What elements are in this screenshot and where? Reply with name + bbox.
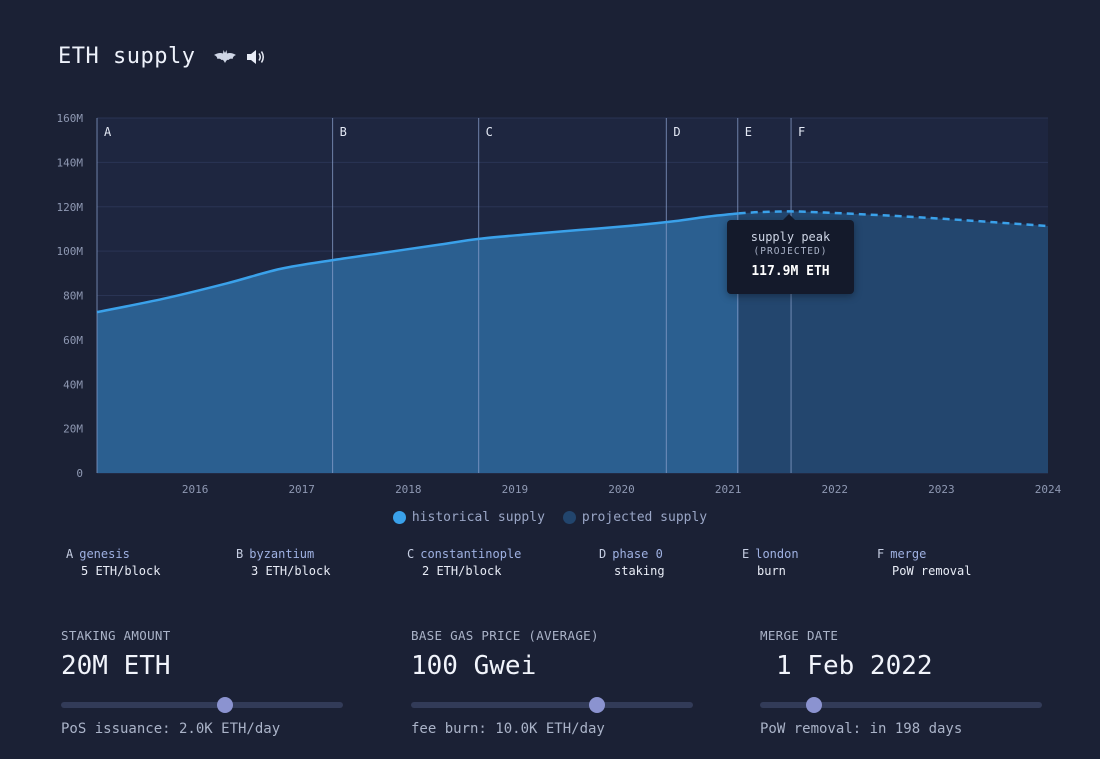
- tooltip-value: 117.9M ETH: [751, 264, 830, 279]
- historical-line: [96, 212, 739, 314]
- event-name: byzantium: [249, 547, 315, 561]
- legend-historical-swatch: [392, 511, 406, 524]
- legend-historical[interactable]: historical supply: [392, 510, 545, 525]
- event-desc: 2 ETH/block: [422, 564, 502, 578]
- event-marker-label: A: [104, 125, 112, 139]
- event-desc: staking: [614, 564, 665, 578]
- merge-value: 1 Feb 2022: [776, 651, 933, 681]
- event-desc: PoW removal: [892, 564, 972, 578]
- title-icons: [213, 48, 267, 66]
- tooltip-arrow: [783, 214, 795, 220]
- bat-icon: [214, 49, 237, 63]
- chart-legend: historical supply projected supply: [0, 510, 1100, 525]
- event-letter: F: [877, 547, 885, 561]
- x-tick-label: 2022: [822, 483, 849, 496]
- event-marker-label: E: [745, 125, 752, 139]
- legend-projected-swatch: [562, 511, 576, 524]
- event-name: constantinople: [420, 547, 522, 561]
- x-tick-label: 2023: [928, 483, 955, 496]
- y-tick-label: 160M: [57, 112, 84, 125]
- event-letter: D: [599, 547, 607, 561]
- gas-label: BASE GAS PRICE (AVERAGE): [411, 628, 599, 643]
- gas-value: 100 Gwei: [411, 651, 537, 681]
- gas-note: fee burn: 10.0K ETH/day: [411, 721, 605, 737]
- page-title-row: ETH supply: [58, 44, 267, 69]
- merge-slider[interactable]: [760, 697, 1042, 713]
- gas-slider[interactable]: [411, 697, 693, 713]
- gas-slider-thumb[interactable]: [589, 697, 606, 713]
- page-title: ETH supply: [58, 44, 196, 69]
- y-tick-label: 40M: [63, 378, 83, 391]
- event-marker-label: C: [486, 125, 493, 139]
- merge-slider-thumb[interactable]: [805, 697, 822, 713]
- staking-note: PoS issuance: 2.0K ETH/day: [61, 721, 281, 737]
- staking-slider[interactable]: [61, 697, 343, 713]
- staking-control: STAKING AMOUNT 20M ETH PoS issuance: 2.0…: [61, 628, 343, 737]
- gas-control: BASE GAS PRICE (AVERAGE) 100 Gwei fee bu…: [411, 628, 693, 737]
- event-letter: E: [742, 547, 750, 561]
- merge-note: PoW removal: in 198 days: [760, 721, 963, 737]
- projected-line: [738, 210, 1049, 228]
- event-name: phase 0: [612, 547, 663, 561]
- y-tick-label: 0: [76, 467, 83, 480]
- event-marker-label: B: [340, 125, 347, 139]
- event-marker-label: D: [673, 125, 680, 139]
- event-desc: burn: [757, 564, 786, 578]
- y-tick-label: 60M: [63, 334, 83, 347]
- x-tick-label: 2018: [395, 483, 422, 496]
- merge-label: MERGE DATE: [760, 628, 839, 643]
- event-desc: 3 ETH/block: [251, 564, 331, 578]
- gas-slider-track[interactable]: [411, 702, 693, 708]
- x-tick-label: 2024: [1035, 483, 1062, 496]
- event-marker-label: F: [798, 125, 805, 139]
- staking-value: 20M ETH: [61, 651, 171, 681]
- speaker-icon[interactable]: [245, 48, 267, 66]
- event-name: merge: [890, 547, 927, 561]
- event-name: genesis: [79, 547, 130, 561]
- merge-control: MERGE DATE 1 Feb 2022 PoW removal: in 19…: [760, 628, 1042, 737]
- event-name: london: [755, 547, 799, 561]
- y-tick-label: 100M: [57, 245, 84, 258]
- legend-historical-label: historical supply: [411, 510, 545, 525]
- x-tick-label: 2019: [502, 483, 529, 496]
- staking-slider-track[interactable]: [61, 702, 343, 708]
- y-tick-label: 80M: [63, 290, 83, 303]
- staking-label: STAKING AMOUNT: [61, 628, 171, 643]
- x-tick-label: 2017: [288, 483, 315, 496]
- event-desc: 5 ETH/block: [81, 564, 161, 578]
- event-letter: A: [66, 547, 74, 561]
- x-tick-label: 2020: [608, 483, 635, 496]
- event-letter: B: [236, 547, 244, 561]
- tooltip-subtitle: (PROJECTED): [753, 246, 828, 257]
- y-tick-label: 120M: [57, 201, 84, 214]
- legend-projected[interactable]: projected supply: [562, 510, 708, 525]
- staking-slider-thumb[interactable]: [216, 697, 233, 713]
- y-tick-label: 20M: [63, 423, 83, 436]
- x-tick-label: 2016: [182, 483, 209, 496]
- y-tick-label: 140M: [57, 156, 84, 169]
- x-tick-label: 2021: [715, 483, 742, 496]
- legend-projected-label: projected supply: [581, 510, 708, 525]
- historical-area: [97, 213, 739, 473]
- event-letter: C: [407, 547, 415, 561]
- tooltip-title: supply peak: [750, 230, 831, 244]
- merge-slider-track[interactable]: [760, 702, 1042, 708]
- supply-chart: 0 20M 40M 60M 80M 100M 120M 140M 160M 2016 2017 201…: [57, 112, 1062, 496]
- supply-peak-tooltip: supply peak (PROJECTED) 117.9M ETH: [727, 214, 854, 294]
